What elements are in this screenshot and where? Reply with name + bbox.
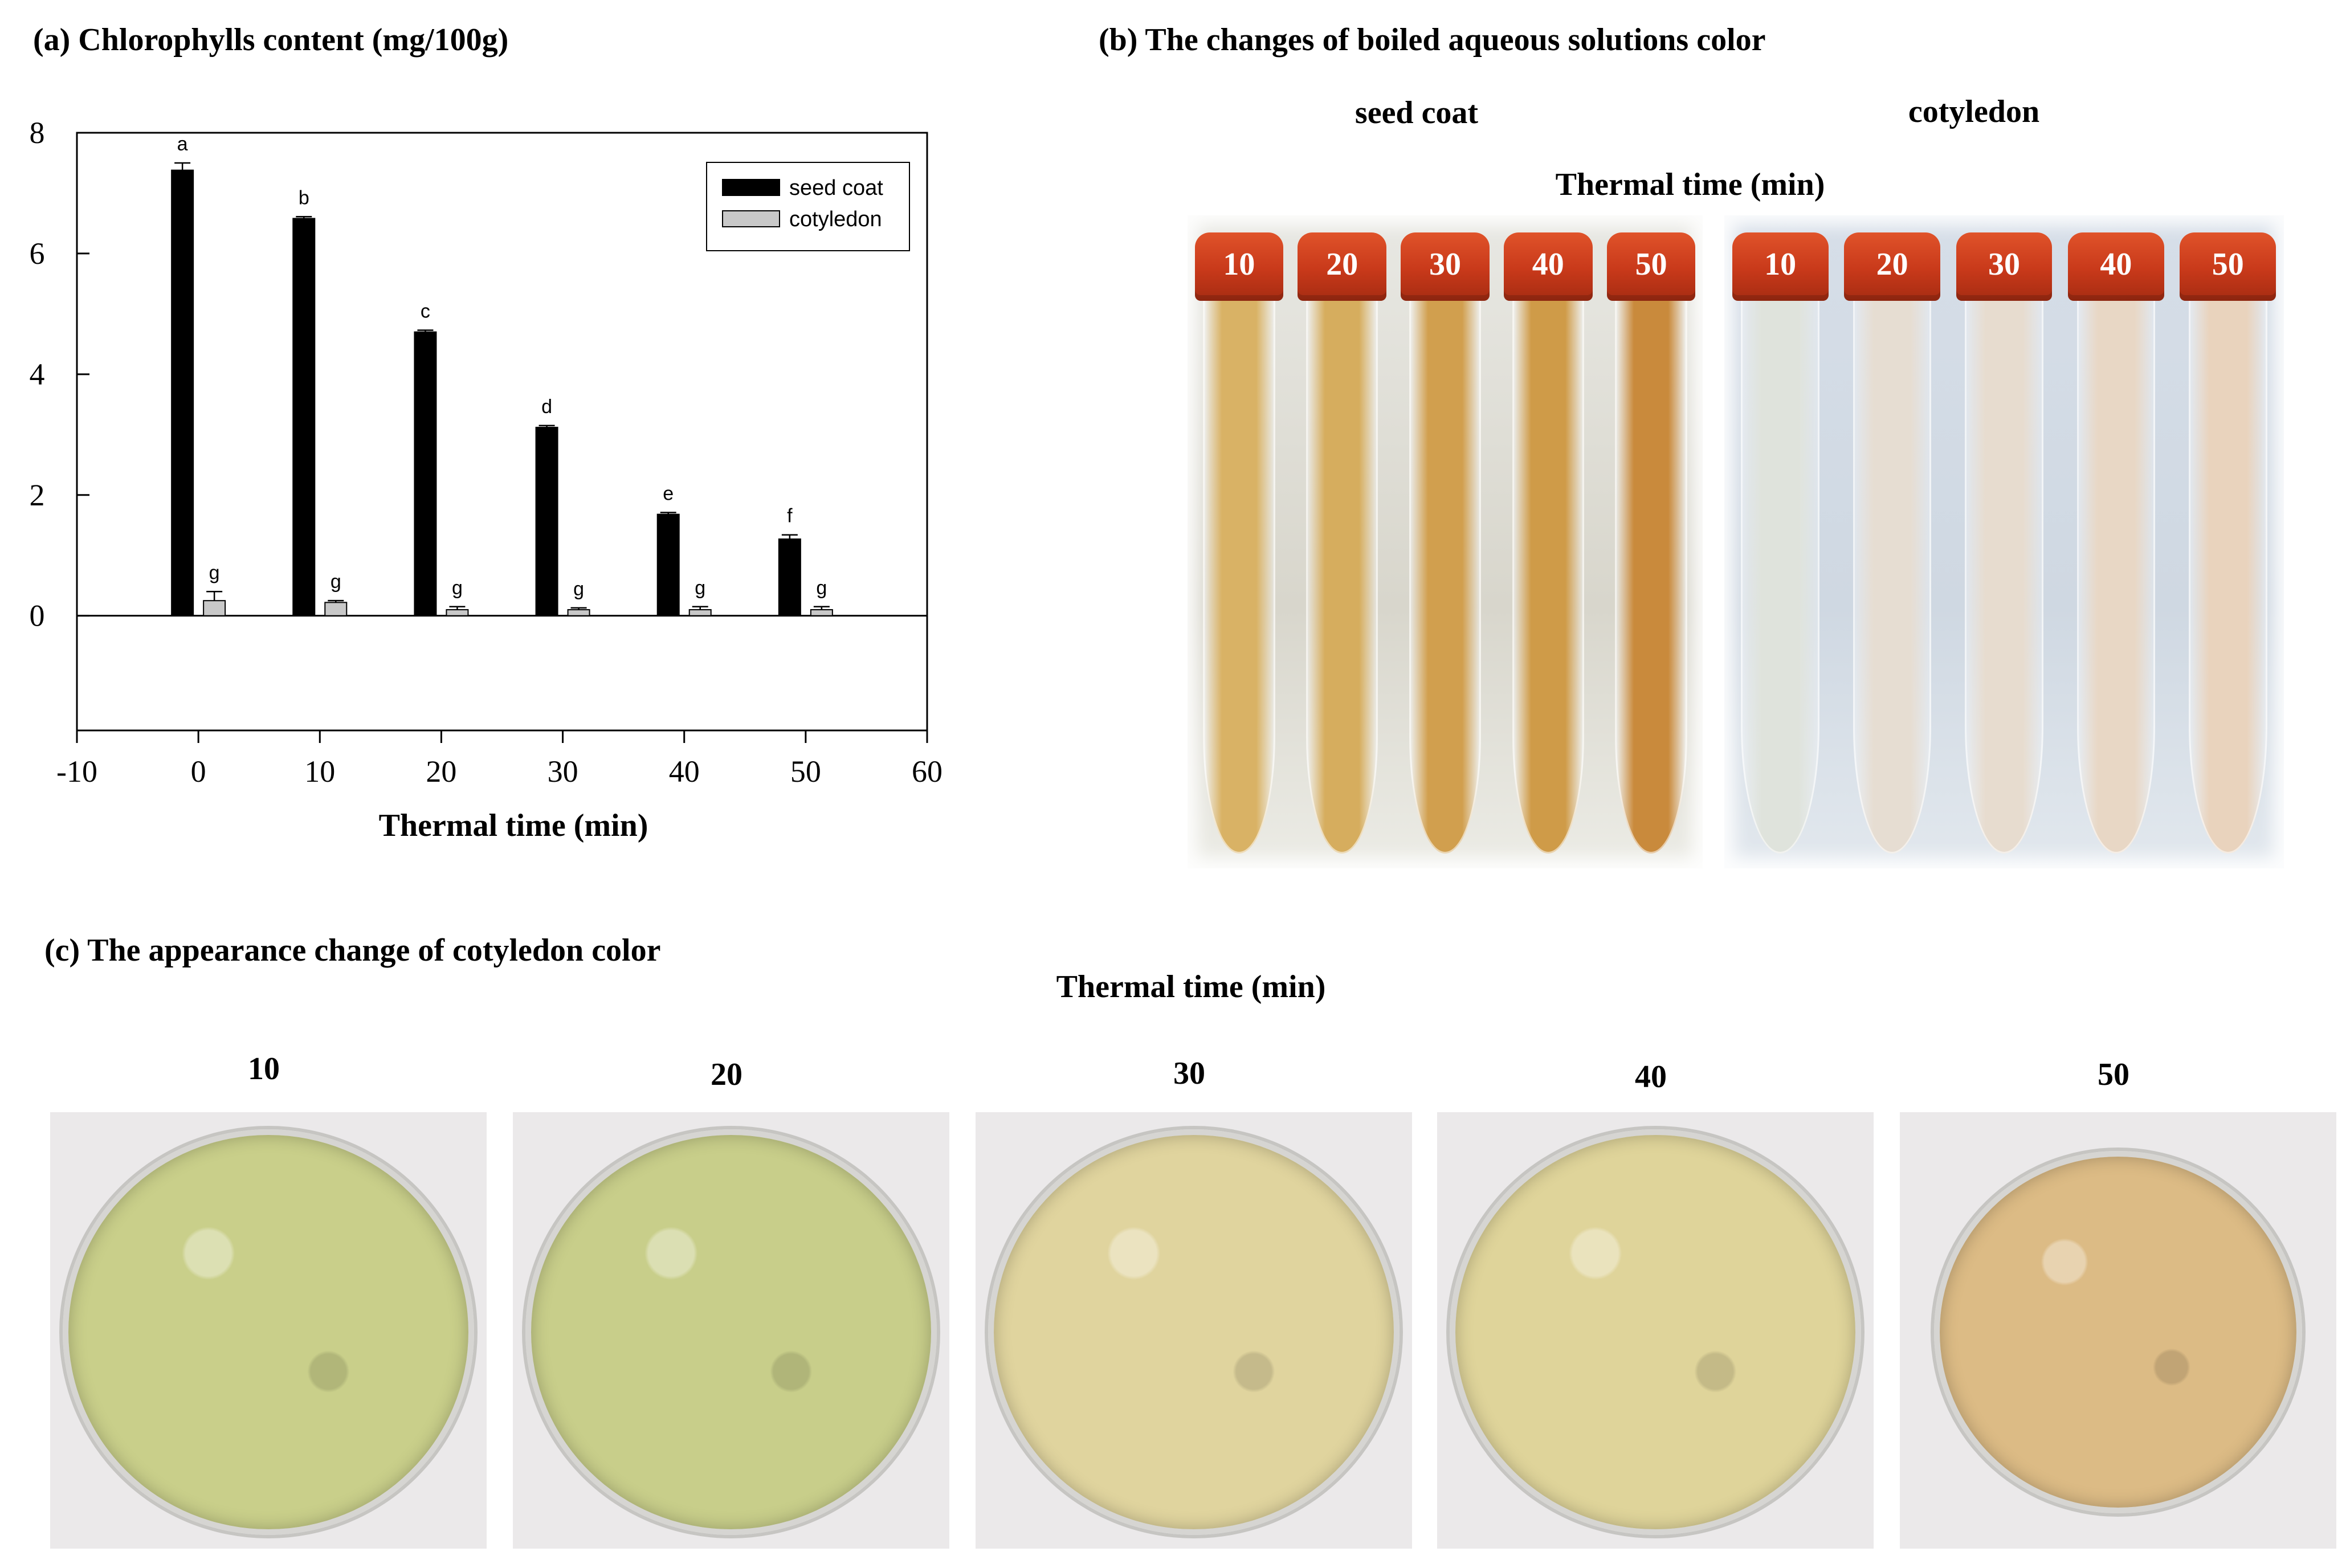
panel-b-title: (b) The changes of boiled aqueous soluti… <box>1099 22 1766 58</box>
seed-coat-tube-cap: 20 <box>1298 232 1386 301</box>
significance-letter: g <box>209 562 220 583</box>
seed-coat-tube <box>1409 284 1482 854</box>
seed-coat-bar <box>778 538 801 616</box>
x-tick-label: 40 <box>669 754 700 789</box>
cotyledon-tube <box>1741 284 1819 854</box>
cotyledon-dish-photo <box>513 1112 949 1549</box>
significance-letter: f <box>787 505 793 527</box>
seed-coat-tube-cap: 50 <box>1606 232 1696 301</box>
petri-dish <box>63 1129 474 1535</box>
petri-dish <box>988 1129 1400 1535</box>
seed-coat-tube-cap: 30 <box>1401 232 1490 301</box>
cotyledon-bar <box>810 609 833 616</box>
panel-c-axis-label: Thermal time (min) <box>1056 969 1326 1004</box>
seed-coat-bar <box>171 169 194 616</box>
panel-b-axis-label: Thermal time (min) <box>1555 167 1825 202</box>
x-tick-label: 10 <box>304 754 335 789</box>
legend-swatch <box>722 179 780 196</box>
y-tick-label: 6 <box>30 236 45 271</box>
cotyledon-tube-cap: 20 <box>1844 232 1941 301</box>
seed-coat-tube-cap: 40 <box>1504 232 1593 301</box>
cotyledon-bar <box>203 600 226 616</box>
cotyledon-tube <box>1965 284 2043 854</box>
cotyledon-tube <box>2189 284 2267 854</box>
cotyledon-tube-label: 10 <box>1764 247 1797 282</box>
dish-time-label: 10 <box>248 1051 280 1087</box>
seed-coat-solution-photo: 10 20 30 40 50 <box>1188 215 1703 868</box>
seed-coat-bar <box>292 218 316 616</box>
significance-letter: g <box>695 577 705 599</box>
cotyledon-tube <box>2076 284 2156 854</box>
seed-coat-tube-label: 20 <box>1326 247 1358 282</box>
significance-letter: g <box>573 578 584 600</box>
significance-letter: e <box>663 483 674 504</box>
dish-time-label: 30 <box>1173 1056 1205 1091</box>
cotyledon-solution-photo: 10 20 30 40 50 <box>1724 215 2284 868</box>
legend-swatch <box>722 210 780 227</box>
y-tick-label: 4 <box>30 357 45 391</box>
x-tick-label: -10 <box>56 754 97 789</box>
legend-label: cotyledon <box>789 207 882 231</box>
x-tick-label: 20 <box>426 754 456 789</box>
seed-coat-tube <box>1305 284 1378 854</box>
seed-coat-label: seed coat <box>1354 95 1479 130</box>
seed-coat-tube-label: 50 <box>1635 247 1667 282</box>
cotyledon-tube-label: 40 <box>2100 247 2132 282</box>
seed-coat-tube-label: 10 <box>1223 247 1255 282</box>
cotyledon-bar <box>446 609 469 616</box>
cotyledon-dish-photo <box>1900 1112 2336 1549</box>
seed-coat-tube-cap: 10 <box>1194 232 1284 301</box>
significance-letter: d <box>541 396 552 418</box>
seed-coat-bar <box>656 513 680 616</box>
cotyledon-tube-cap: 10 <box>1732 232 1829 301</box>
legend-label: seed coat <box>789 176 883 200</box>
cotyledon-bar <box>567 609 590 616</box>
x-tick-label: 50 <box>790 754 821 789</box>
significance-letter: a <box>177 133 188 155</box>
cotyledon-tube-cap: 50 <box>2180 232 2276 301</box>
legend-box <box>706 162 910 251</box>
x-tick-label: 30 <box>548 754 578 789</box>
significance-letter: g <box>331 571 341 593</box>
cotyledon-dish-photo <box>50 1112 487 1549</box>
petri-dish <box>1450 1129 1861 1535</box>
seed-coat-tube-label: 40 <box>1532 247 1564 282</box>
seed-coat-bar <box>535 427 558 616</box>
cotyledon-label: cotyledon <box>1908 94 2040 129</box>
significance-letter: c <box>421 300 430 322</box>
y-tick-label: 2 <box>30 478 45 512</box>
cotyledon-tube-cap: 40 <box>2067 232 2164 301</box>
cotyledon-dish-photo <box>1437 1112 1874 1549</box>
panel-a-title: (a) Chlorophylls content (mg/100g) <box>33 22 509 58</box>
panel-c-title: (c) The appearance change of cotyledon c… <box>44 933 661 968</box>
petri-dish <box>1934 1151 2302 1513</box>
x-axis-title: Thermal time (min) <box>379 808 648 843</box>
cotyledon-tube-label: 50 <box>2212 247 2244 282</box>
cotyledon-tube-label: 20 <box>1876 247 1908 282</box>
dish-time-label: 20 <box>711 1057 742 1092</box>
seed-coat-tube <box>1203 284 1275 854</box>
dish-time-label: 40 <box>1635 1059 1667 1095</box>
seed-coat-tube <box>1512 284 1585 854</box>
cotyledon-tube-cap: 30 <box>1956 232 2053 301</box>
cotyledon-bar <box>324 602 348 616</box>
chlorophyll-bar-chart: 0 2 4 6 8 -10 0 10 20 30 40 50 60 Thermal time (min) a… <box>30 116 943 843</box>
seed-coat-tube <box>1615 284 1687 854</box>
seed-coat-bar <box>414 331 437 616</box>
x-tick-label: 60 <box>912 754 943 789</box>
cotyledon-tube <box>1853 284 1932 854</box>
cotyledon-bar <box>688 609 712 616</box>
significance-letter: b <box>299 187 309 209</box>
plot-frame <box>76 132 928 732</box>
cotyledon-dish-photo <box>976 1112 1412 1549</box>
x-tick-label: 0 <box>191 754 206 789</box>
significance-letter: g <box>452 577 463 599</box>
petri-dish <box>525 1129 937 1535</box>
seed-coat-tube-label: 30 <box>1429 247 1461 282</box>
y-tick-label: 8 <box>30 116 45 150</box>
dish-time-label: 50 <box>2098 1057 2129 1092</box>
y-tick-label: 0 <box>30 599 45 633</box>
cotyledon-tube-label: 30 <box>1988 247 2020 282</box>
significance-letter: g <box>816 577 827 599</box>
